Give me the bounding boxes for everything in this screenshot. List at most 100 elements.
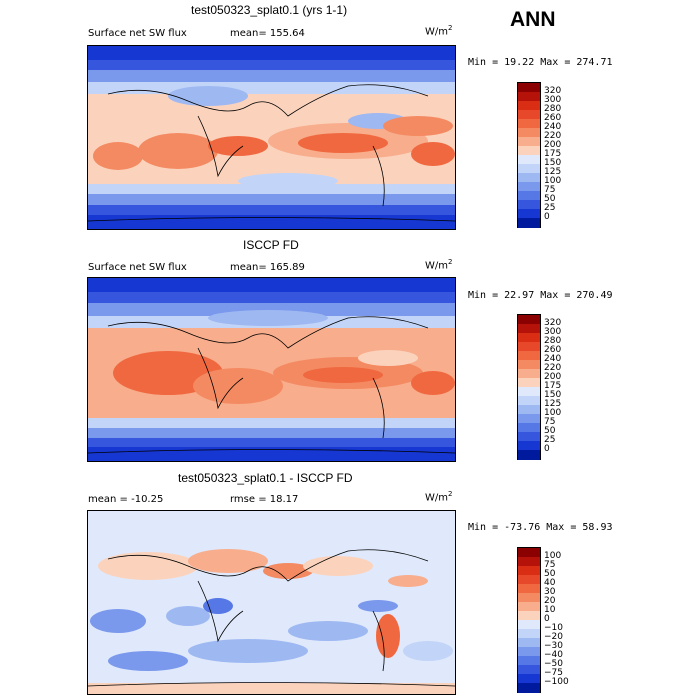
- colorbar-tick-label: 280: [544, 336, 562, 346]
- panel2-units: W/m2: [425, 258, 453, 272]
- colorbar-tick-label: 200: [544, 140, 562, 150]
- colorbar-tick-label: 280: [544, 104, 562, 114]
- colorbar-swatch: [518, 378, 540, 388]
- colorbar-tick-label: 300: [544, 95, 562, 105]
- colorbar-swatch: [518, 351, 540, 361]
- colorbar-tick-label: −20: [544, 632, 563, 642]
- colorbar-tick-label: 75: [544, 560, 556, 570]
- colorbar-swatch: [518, 155, 540, 165]
- colorbar-swatch: [518, 683, 540, 693]
- colorbar-tick-label: −30: [544, 641, 563, 651]
- colorbar-swatch: [518, 432, 540, 442]
- colorbar-swatch: [518, 593, 540, 603]
- colorbar-swatch: [518, 369, 540, 379]
- colorbar-tick-label: 240: [544, 354, 562, 364]
- colorbar-swatch: [518, 611, 540, 621]
- panel1-units: W/m2: [425, 24, 453, 38]
- colorbar-swatch: [518, 602, 540, 612]
- colorbar-swatch: [518, 656, 540, 666]
- colorbar-tick-label: −40: [544, 650, 563, 660]
- panel2-field-label: Surface net SW flux: [88, 262, 187, 273]
- panel1-map-image: [88, 46, 455, 229]
- colorbar-tick-label: 100: [544, 551, 562, 561]
- colorbar-swatch: [518, 584, 540, 594]
- panel3-map: [87, 510, 456, 695]
- colorbar-swatch: [518, 548, 540, 558]
- colorbar-tick-label: 50: [544, 426, 556, 436]
- colorbar-tick-label: −50: [544, 659, 563, 669]
- colorbar-tick-label: 0: [544, 212, 550, 222]
- colorbar-tick-label: 100: [544, 176, 562, 186]
- colorbar-swatch: [518, 315, 540, 325]
- colorbar-swatch: [518, 83, 540, 93]
- colorbar-swatch: [518, 146, 540, 156]
- colorbar-swatch: [518, 638, 540, 648]
- colorbar-tick-label: 125: [544, 399, 562, 409]
- colorbar-swatch: [518, 101, 540, 111]
- colorbar-tick-label: 50: [544, 569, 556, 579]
- colorbar-tick-label: 320: [544, 86, 562, 96]
- colorbar-swatch: [518, 414, 540, 424]
- colorbar-swatch: [518, 405, 540, 415]
- colorbar-tick-label: 0: [544, 614, 550, 624]
- colorbar-swatch: [518, 92, 540, 102]
- panel3-mean: mean = -10.25: [88, 494, 164, 505]
- colorbar-tick-label: 25: [544, 435, 556, 445]
- colorbar-swatch: [518, 360, 540, 370]
- panel2-map-image: [88, 278, 455, 461]
- panel1-colorbar: [517, 82, 541, 228]
- colorbar-swatch: [518, 629, 540, 639]
- colorbar-swatch: [518, 119, 540, 129]
- colorbar-tick-label: 175: [544, 381, 562, 391]
- colorbar-swatch: [518, 137, 540, 147]
- colorbar-tick-label: 300: [544, 327, 562, 337]
- colorbar-tick-label: 20: [544, 596, 556, 606]
- panel1-map: [87, 45, 456, 230]
- panel3-units: W/m2: [425, 490, 453, 504]
- colorbar-swatch: [518, 209, 540, 219]
- colorbar-swatch: [518, 396, 540, 406]
- colorbar-swatch: [518, 441, 540, 451]
- colorbar-tick-label: 150: [544, 158, 562, 168]
- panel1-minmax: Min = 19.22 Max = 274.71: [468, 57, 613, 68]
- colorbar-swatch: [518, 450, 540, 460]
- season-label: ANN: [510, 8, 556, 31]
- colorbar-swatch: [518, 173, 540, 183]
- colorbar-swatch: [518, 647, 540, 657]
- colorbar-tick-label: 175: [544, 149, 562, 159]
- colorbar-tick-label: 30: [544, 587, 556, 597]
- colorbar-tick-label: 220: [544, 363, 562, 373]
- colorbar-swatch: [518, 557, 540, 567]
- panel2-minmax: Min = 22.97 Max = 270.49: [468, 290, 613, 301]
- colorbar-tick-label: 100: [544, 408, 562, 418]
- colorbar-swatch: [518, 423, 540, 433]
- panel2-title: ISCCP FD: [243, 238, 299, 252]
- colorbar-tick-label: −10: [544, 623, 563, 633]
- panel3-minmax: Min = -73.76 Max = 58.93: [468, 522, 613, 533]
- colorbar-swatch: [518, 164, 540, 174]
- figure-title: test050323_splat0.1 (yrs 1-1): [191, 3, 348, 17]
- colorbar-tick-label: −100: [544, 677, 569, 687]
- colorbar-tick-label: 260: [544, 345, 562, 355]
- panel3-title: test050323_splat0.1 - ISCCP FD: [178, 471, 353, 485]
- panel1-mean: mean= 155.64: [230, 28, 305, 39]
- panel2-map: [87, 277, 456, 462]
- colorbar-swatch: [518, 191, 540, 201]
- colorbar-swatch: [518, 128, 540, 138]
- colorbar-swatch: [518, 665, 540, 675]
- colorbar-tick-label: 260: [544, 113, 562, 123]
- colorbar-swatch: [518, 674, 540, 684]
- colorbar-tick-label: 40: [544, 578, 556, 588]
- panel2-mean: mean= 165.89: [230, 262, 305, 273]
- colorbar-tick-label: 50: [544, 194, 556, 204]
- colorbar-tick-label: 200: [544, 372, 562, 382]
- colorbar-swatch: [518, 333, 540, 343]
- colorbar-tick-label: 75: [544, 417, 556, 427]
- panel3-colorbar: [517, 547, 541, 693]
- colorbar-tick-label: 220: [544, 131, 562, 141]
- colorbar-tick-label: −75: [544, 668, 563, 678]
- panel2-colorbar: [517, 314, 541, 460]
- colorbar-swatch: [518, 110, 540, 120]
- colorbar-swatch: [518, 620, 540, 630]
- colorbar-swatch: [518, 342, 540, 352]
